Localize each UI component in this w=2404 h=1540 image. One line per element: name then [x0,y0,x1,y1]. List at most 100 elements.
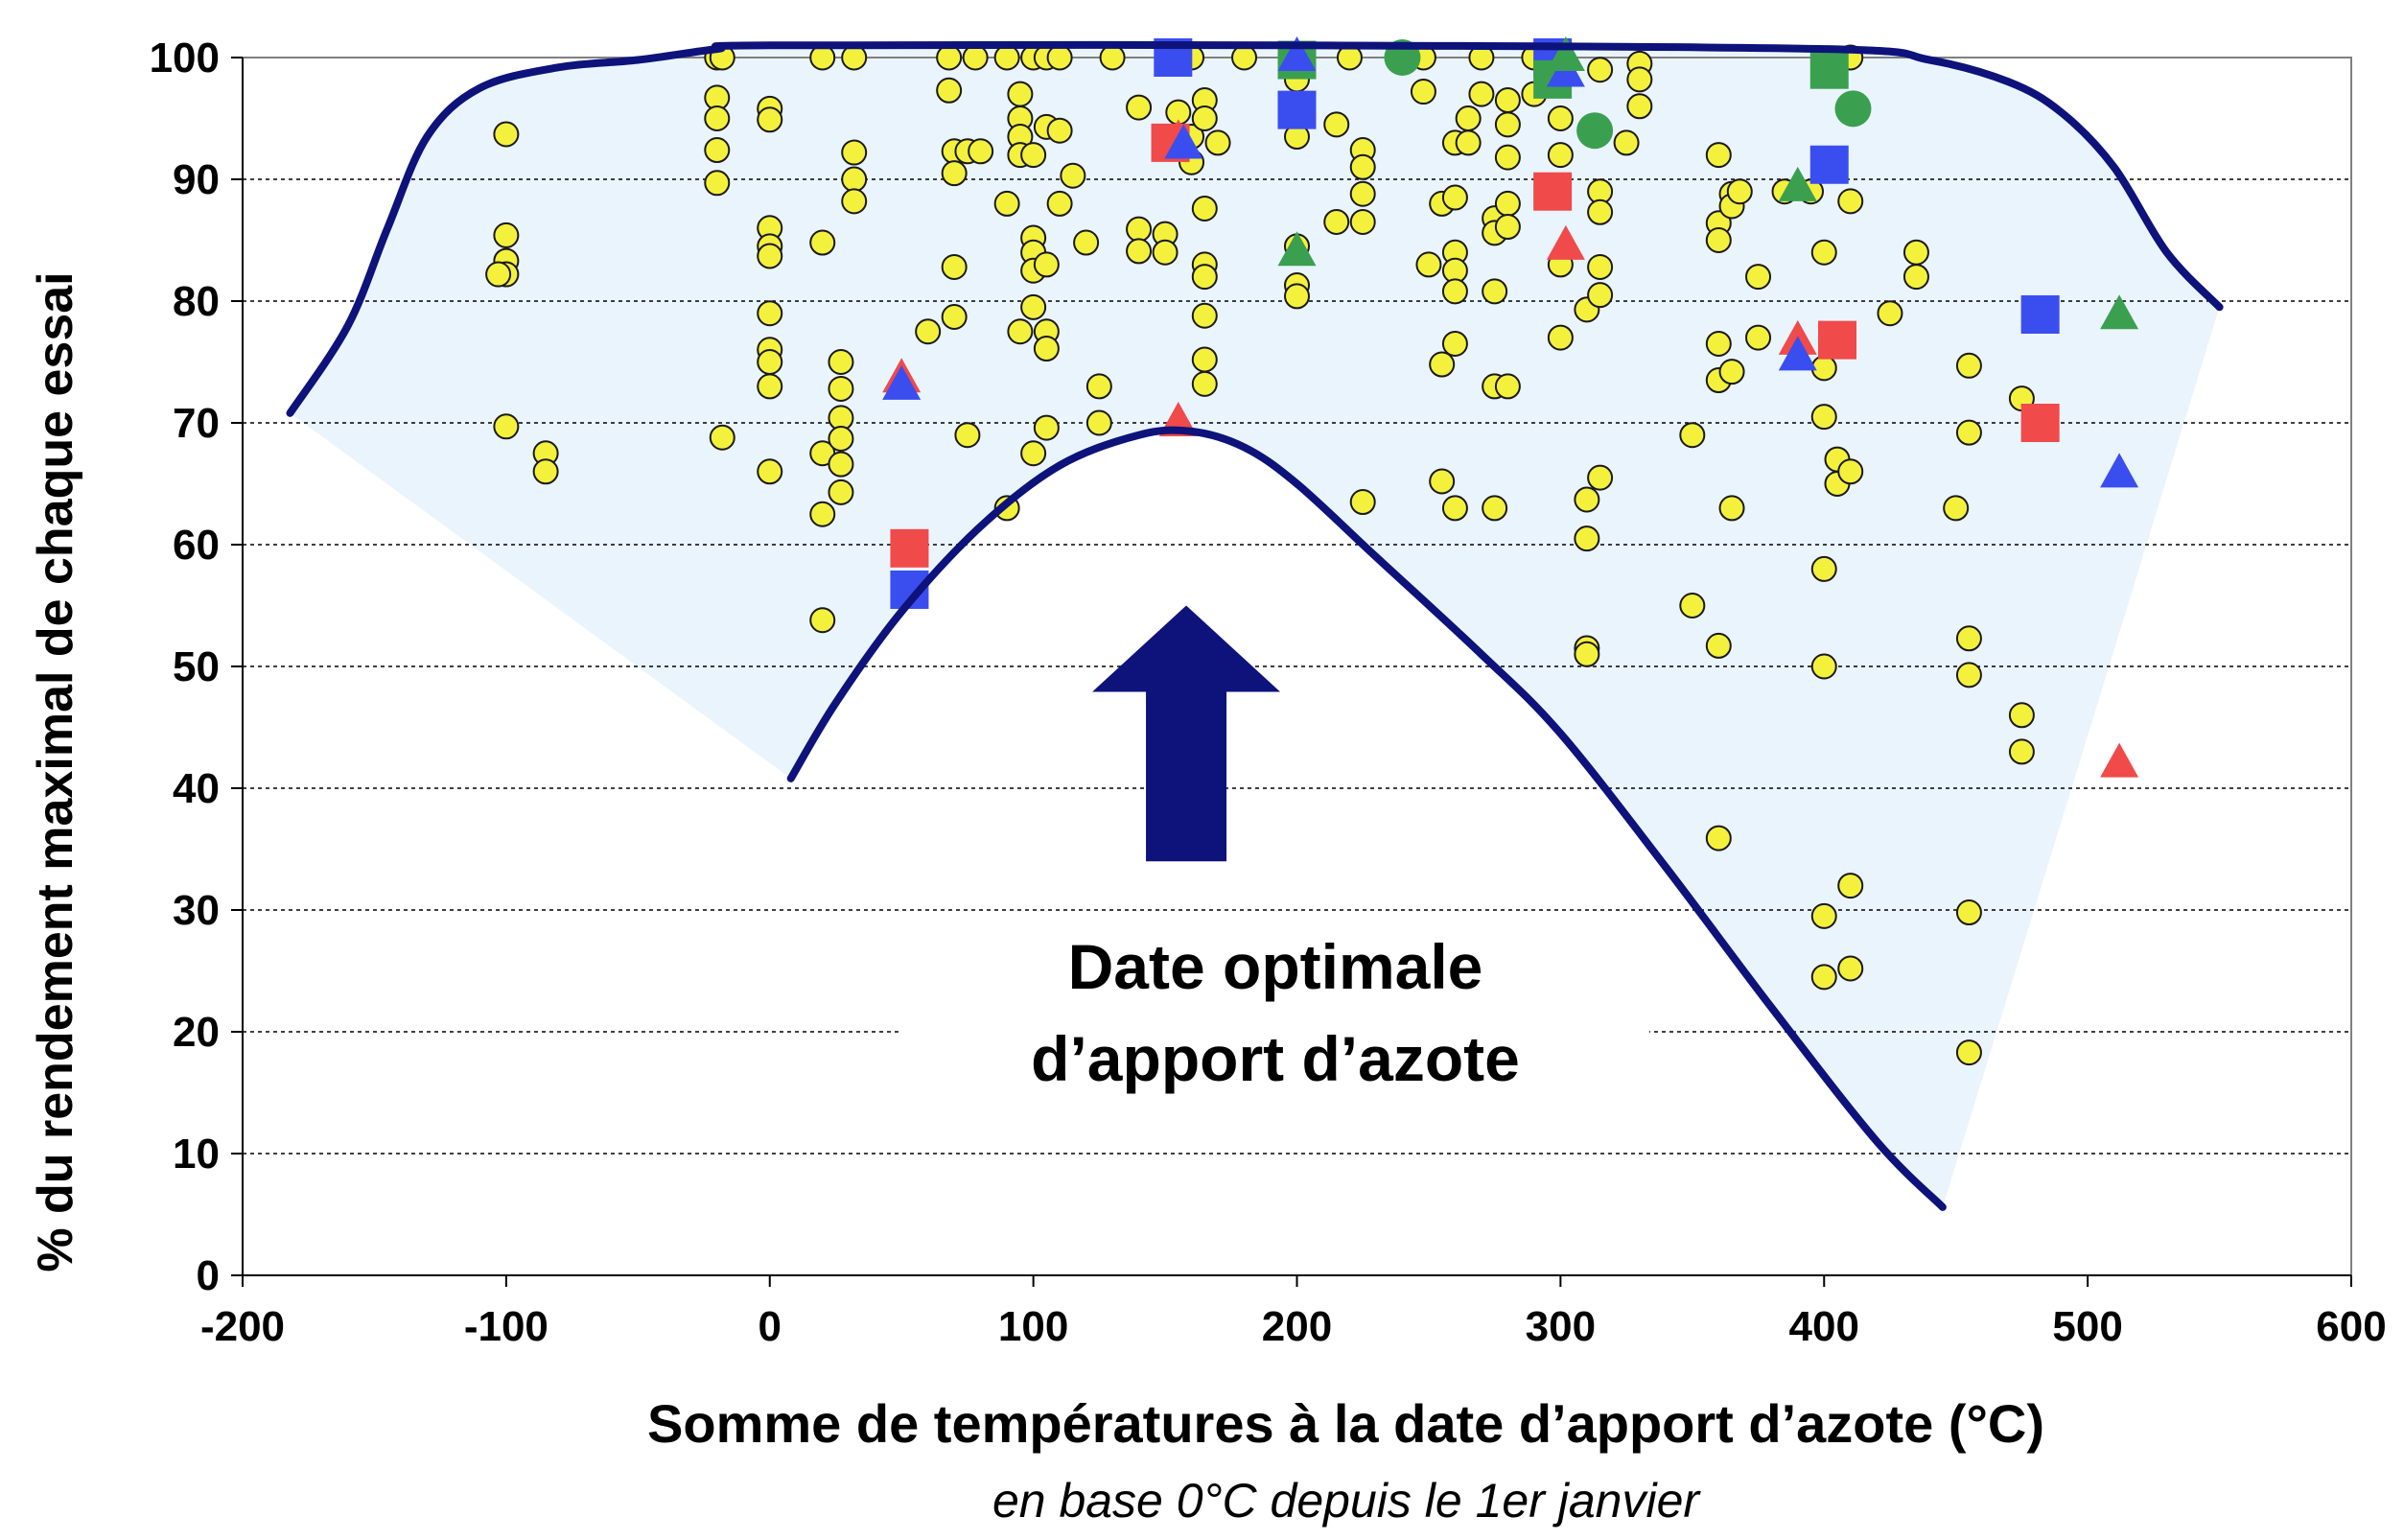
x-tick-label-500: 500 [2052,1303,2122,1350]
yellow-circle-small-point [809,229,836,256]
yellow-circle-small-point [757,458,783,485]
x-tick-label-0: 0 [759,1303,782,1350]
yellow-circle-small-point [1574,641,1600,667]
yellow-circle-small-point [1547,324,1574,351]
yellow-circle-small-point [1574,486,1600,513]
yellow-circle-small-point [1494,190,1521,217]
yellow-circle-small-point [828,426,854,453]
yellow-circle-small-point [1494,144,1521,171]
green-circle-large-point [1576,112,1614,150]
yellow-circle-small-point [1020,440,1047,467]
yellow-circle-small-point [1323,111,1350,138]
blue-triangle-point [1164,124,1203,159]
yellow-circle-small-point [1613,129,1640,156]
yellow-circle-small-point [1705,330,1732,357]
yellow-circle-small-point [1085,409,1112,436]
yellow-circle-small-point [841,188,868,215]
yellow-circle-small-point [1955,899,1982,926]
yellow-circle-small-point [1441,495,1468,522]
yellow-circle-small-point [1152,239,1179,266]
yellow-circle-small-point [704,105,731,131]
red-square-point [1533,172,1573,211]
y-tick-label-60: 60 [173,522,220,569]
yellow-circle-small-point [1745,324,1772,351]
yellow-circle-small-point [1046,190,1073,217]
green-triangle-point [1546,36,1585,71]
yellow-circle-small-point [1455,129,1482,156]
yellow-circle-small-point [1837,458,1864,485]
yellow-circle-small-point [1810,239,1837,266]
yellow-circle-small-point [1726,178,1753,205]
yellow-circle-small-point [1482,278,1508,305]
green-circle-large-point [1834,90,1872,128]
red-triangle-point [2100,742,2139,778]
yellow-circle-small-point [1955,352,1982,379]
yellow-circle-small-point [757,106,783,133]
yellow-circle-small-point [941,304,968,331]
yellow-circle-small-point [1810,653,1837,680]
yellow-circle-small-point [1441,184,1468,211]
yellow-circle-small-point [1085,373,1112,400]
upper-envelope-curve [286,40,2224,417]
yellow-circle-small-point [1191,370,1218,397]
y-axis-label: % du rendement maximal de chaque essai [28,271,83,1272]
yellow-circle-small-point [1494,86,1521,113]
yellow-circle-small-point [828,478,854,505]
yellow-circle-small-point [968,138,994,165]
yellow-circle-small-point [1705,825,1732,852]
yellow-circle-small-point [1429,351,1456,378]
yellow-circle-small-point [1033,336,1060,362]
blue-triangle-point [1778,336,1817,371]
yellow-circle-small-point [1494,214,1521,241]
yellow-circle-small-point [1902,264,1929,291]
yellow-circle-small-point [1745,264,1772,291]
yellow-circle-small-point [1837,955,1864,982]
x-tick-label--100: -100 [464,1303,548,1350]
yellow-circle-small-point [1810,902,1837,929]
yellow-circle-small-point [532,458,559,485]
yellow-circle-small-point [841,139,868,166]
yellow-circle-small-point [704,170,731,197]
yellow-circle-small-point [1191,346,1218,373]
yellow-circle-small-point [1494,373,1521,400]
yellow-circle-small-point [493,413,520,440]
yellow-circle-small-point [1349,180,1376,207]
yellow-circle-small-point [1126,94,1153,121]
yellow-circle-small-point [1626,66,1653,93]
yellow-circle-small-point [1810,964,1837,991]
yellow-circle-small-point [1126,216,1153,243]
y-tick-label-0: 0 [197,1252,220,1299]
yellow-circle-small-point [1455,105,1482,131]
x-tick-label-300: 300 [1526,1303,1596,1350]
y-tick-label-100: 100 [150,35,220,82]
yellow-circle-small-point [828,375,854,402]
annotation-line-2: d’apport d’azote [1031,1023,1520,1094]
y-tick-label-50: 50 [173,643,220,690]
yellow-circle-small-point [1587,282,1614,309]
y-tick-label-90: 90 [173,156,220,203]
up-arrow-icon [1092,605,1281,862]
yellow-circle-small-point [2008,738,2035,765]
x-axis-label: Somme de températures à la date d’apport… [647,1393,2044,1454]
yellow-circle-small-point [757,300,783,327]
yellow-circle-small-point [1494,111,1521,138]
yellow-circle-small-point [1007,81,1034,107]
yellow-circle-small-point [1429,468,1456,495]
y-tick-label-40: 40 [173,765,220,812]
yellow-circle-small-point [1349,208,1376,235]
x-axis-sublabel: en base 0°C depuis le 1er janvier [992,1474,1700,1528]
yellow-circle-small-point [936,44,963,71]
blue-square-point [1277,90,1317,129]
yellow-circle-small-point [1679,593,1706,618]
yellow-circle-small-point [1574,525,1600,552]
yellow-circle-small-point [828,451,854,478]
x-tick-label-100: 100 [998,1303,1068,1350]
lower-curve-fill [790,430,1943,1207]
yellow-circle-small-point [493,222,520,248]
yellow-circle-small-point [1191,302,1218,329]
red-square-point [2020,404,2060,442]
yellow-circle-small-point [1587,198,1614,225]
green-triangle-point [1778,166,1817,201]
yellow-circle-small-point [1204,129,1231,156]
yellow-circle-small-point [1718,359,1745,385]
